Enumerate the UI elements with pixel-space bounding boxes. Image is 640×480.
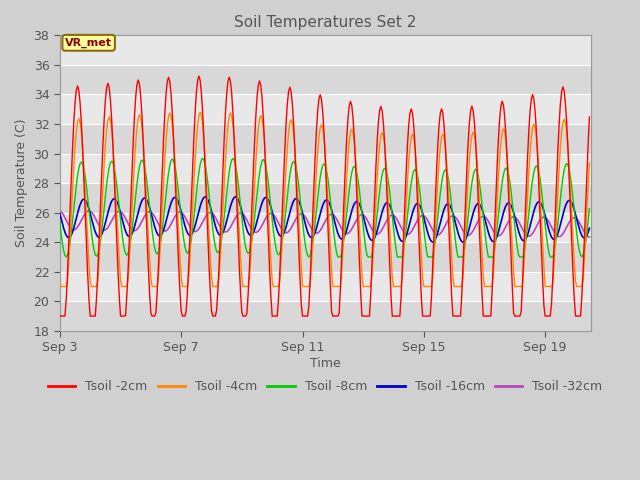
Title: Soil Temperatures Set 2: Soil Temperatures Set 2 <box>234 15 417 30</box>
Bar <box>60 213 591 242</box>
Bar <box>60 124 591 154</box>
Bar <box>60 154 591 183</box>
Legend: Tsoil -2cm, Tsoil -4cm, Tsoil -8cm, Tsoil -16cm, Tsoil -32cm: Tsoil -2cm, Tsoil -4cm, Tsoil -8cm, Tsoi… <box>43 375 607 398</box>
Bar <box>60 272 591 301</box>
Y-axis label: Soil Temperature (C): Soil Temperature (C) <box>15 119 28 247</box>
Bar <box>60 65 591 95</box>
X-axis label: Time: Time <box>310 357 340 370</box>
Text: VR_met: VR_met <box>65 37 112 48</box>
Bar <box>60 183 591 213</box>
Bar <box>60 95 591 124</box>
Bar <box>60 36 591 65</box>
Bar <box>60 301 591 331</box>
Bar <box>60 242 591 272</box>
